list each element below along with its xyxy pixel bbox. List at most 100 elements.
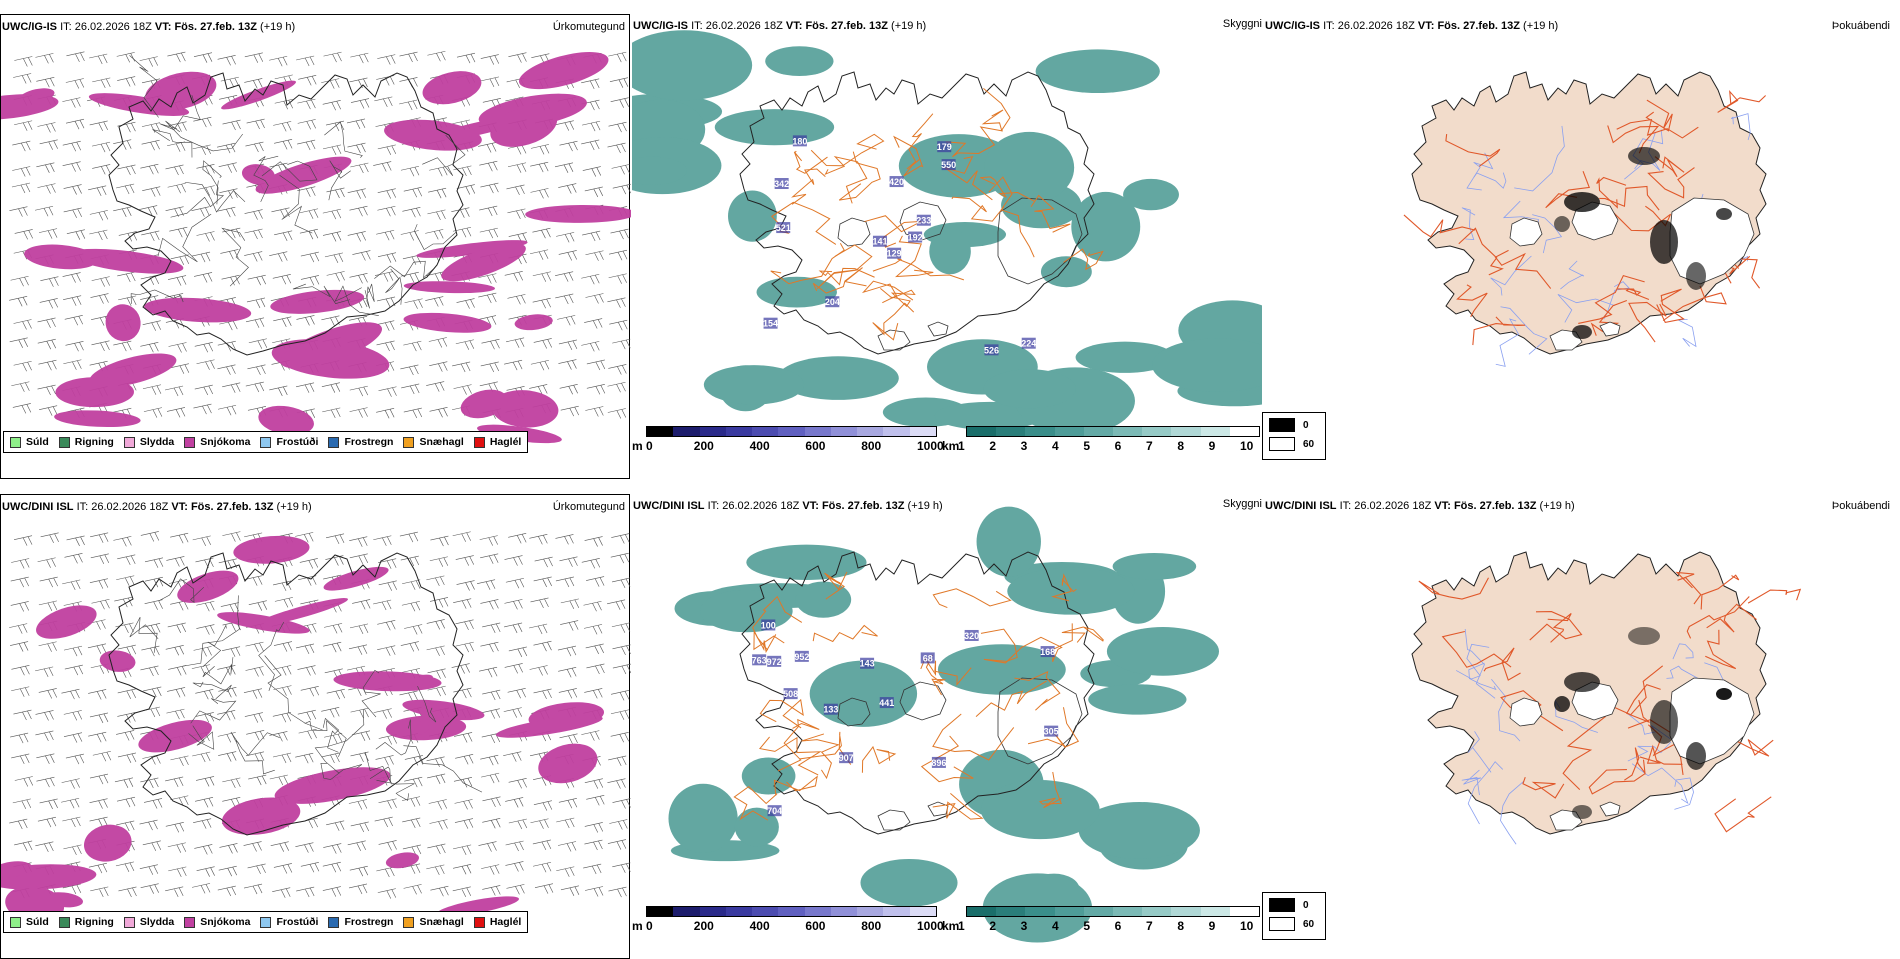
legend-swatch <box>473 436 485 448</box>
ceiling-label: 320 <box>964 631 979 641</box>
legend-swatch <box>123 916 135 928</box>
fog-legend-label: 0 <box>1303 419 1309 431</box>
ceiling-patch <box>860 657 875 669</box>
colorbar-tick: 10 <box>1240 919 1254 933</box>
ceiling-patch <box>1044 725 1059 737</box>
ceiling-patch <box>825 296 840 308</box>
colorbar-tick: 1000 <box>917 919 944 933</box>
glacier <box>1669 197 1755 285</box>
fog-legend-dini: 0 60 <box>1262 892 1326 940</box>
ceiling-patch <box>794 650 809 662</box>
colorbar-tick: 0 <box>646 439 653 453</box>
panel-header: UWC/IG-IS IT: 26.02.2026 18Z VT: Fös. 27… <box>2 21 296 33</box>
height-colorbar: m 0 200 400 600 800 1000 <box>632 906 944 934</box>
snow-area <box>1 535 605 924</box>
colorbar-tick: 9 <box>1208 439 1216 453</box>
legend-label: Frostúði <box>276 436 319 448</box>
legend-swatch <box>184 436 196 448</box>
legend-label: Súld <box>26 916 49 928</box>
colorbar-tick: 1 <box>958 439 965 453</box>
legend-label: Frostregn <box>344 436 394 448</box>
fog-panel-ig: UWC/IG-IS IT: 26.02.2026 18Z VT: Fös. 27… <box>1264 14 1894 479</box>
precip-panel-dini: UWC/DINI ISL IT: 26.02.2026 18Z VT: Fös.… <box>0 494 631 959</box>
ceiling-patch <box>964 629 979 641</box>
colorbar-tick: 8 <box>1177 439 1185 453</box>
ceiling-patch <box>887 247 902 259</box>
snow-area <box>1 52 631 444</box>
legend-label: Snjókoma <box>200 436 251 448</box>
visibility-panel-ig: 526 129 342 141 154 233 204 179 420 550 192 180 224 5… <box>632 14 1262 479</box>
road-network <box>770 87 1104 341</box>
colorbar-tick: 5 <box>1083 439 1091 453</box>
fog-legend-row: 60 <box>1269 917 1325 931</box>
panel-header: UWC/IG-IS IT: 26.02.2026 18Z VT: Fös. 27… <box>1265 20 1559 32</box>
colorbar-tick: 1 <box>958 919 965 933</box>
fog-panel-dini: UWC/DINI ISL IT: 26.02.2026 18Z VT: Fös.… <box>1264 494 1894 959</box>
ceiling-patch <box>823 703 838 715</box>
fog-legend-label: 0 <box>1303 899 1309 911</box>
panel-header: UWC/DINI ISL IT: 26.02.2026 18Z VT: Fös.… <box>1265 500 1575 512</box>
ceiling-patch <box>1021 337 1036 349</box>
ceiling-label: 224 <box>1021 339 1036 349</box>
colorbar-tick: 5 <box>1083 919 1091 933</box>
colorbar-tick: 7 <box>1146 919 1153 933</box>
low-visibility-area <box>632 30 1262 435</box>
height-colorbar: m 0 200 400 600 800 1000 <box>632 426 944 454</box>
ceiling-label: 763 <box>752 655 767 665</box>
glacier-outline <box>997 197 1083 285</box>
legend-swatch <box>328 436 340 448</box>
ceiling-label: 180 <box>792 136 807 146</box>
colorbar-tick: 0 <box>646 919 653 933</box>
legend-item: Slydda <box>123 916 174 928</box>
ceiling-label: 305 <box>1044 727 1059 737</box>
legend-label: Snjókoma <box>200 916 251 928</box>
coastline <box>108 72 464 356</box>
fog-indicator <box>1554 627 1732 819</box>
legend-swatch <box>403 436 415 448</box>
colorbar-unit: km <box>942 439 960 453</box>
ceiling-label: 233 <box>916 216 931 226</box>
colorbar-unit: km <box>942 919 960 933</box>
panel-header: UWC/IG-IS IT: 26.02.2026 18Z VT: Fös. 27… <box>633 20 927 32</box>
ceiling-patch <box>941 159 956 171</box>
coastline <box>108 552 464 836</box>
visibility-colorbar: km 1 2 3 4 5 6 7 8 9 10 <box>942 906 1260 934</box>
colorbar-ramp <box>646 906 937 917</box>
precip-type-legend: Súld Rigning Slydda Snjókoma Frostúði Frostre… <box>3 431 529 453</box>
district-lines <box>129 578 483 801</box>
colorbar-tick: 2 <box>989 919 997 933</box>
ceiling-patch <box>920 652 935 664</box>
colorbar-tick: 600 <box>805 439 826 453</box>
ceiling-label: 907 <box>839 753 854 763</box>
legend-swatch <box>123 436 135 448</box>
road-network <box>1403 89 1767 346</box>
fog-legend-row: 0 <box>1269 898 1325 912</box>
ceiling-label: 204 <box>825 297 840 307</box>
legend-swatch <box>10 436 21 448</box>
ceiling-label: 521 <box>776 223 791 233</box>
colorbar-tick: 3 <box>1020 439 1028 453</box>
ceiling-patch <box>879 697 894 709</box>
colorbar-tick: 200 <box>693 919 714 933</box>
colorbar-ramp <box>646 426 937 437</box>
legend-item: Frostregn <box>328 436 393 448</box>
glacier-outline <box>899 201 947 241</box>
ceiling-patch <box>931 756 946 768</box>
colorbar-tick: 6 <box>1114 439 1122 453</box>
ceiling-label: 526 <box>984 345 999 355</box>
fog-legend-label: 60 <box>1303 438 1315 450</box>
fog-legend-row: 0 <box>1269 418 1325 432</box>
legend-item: Haglél <box>473 916 521 928</box>
legend-item: Frostúði <box>260 916 318 928</box>
ceiling-patch <box>761 619 776 631</box>
glacier <box>1599 801 1621 817</box>
colorbar-tick: 6 <box>1114 919 1122 933</box>
fog-legend-ig: 0 60 <box>1262 412 1326 460</box>
panel-title: Úrkomutegund <box>552 501 625 513</box>
fog-indicator <box>1554 147 1732 339</box>
ceiling-patch <box>984 344 999 356</box>
precip-type-legend: Súld Rigning Slydda Snjókoma Frostúði Frostre… <box>3 911 529 933</box>
fog-legend-swatch <box>1269 437 1295 451</box>
fog-legend-label: 60 <box>1303 918 1315 930</box>
